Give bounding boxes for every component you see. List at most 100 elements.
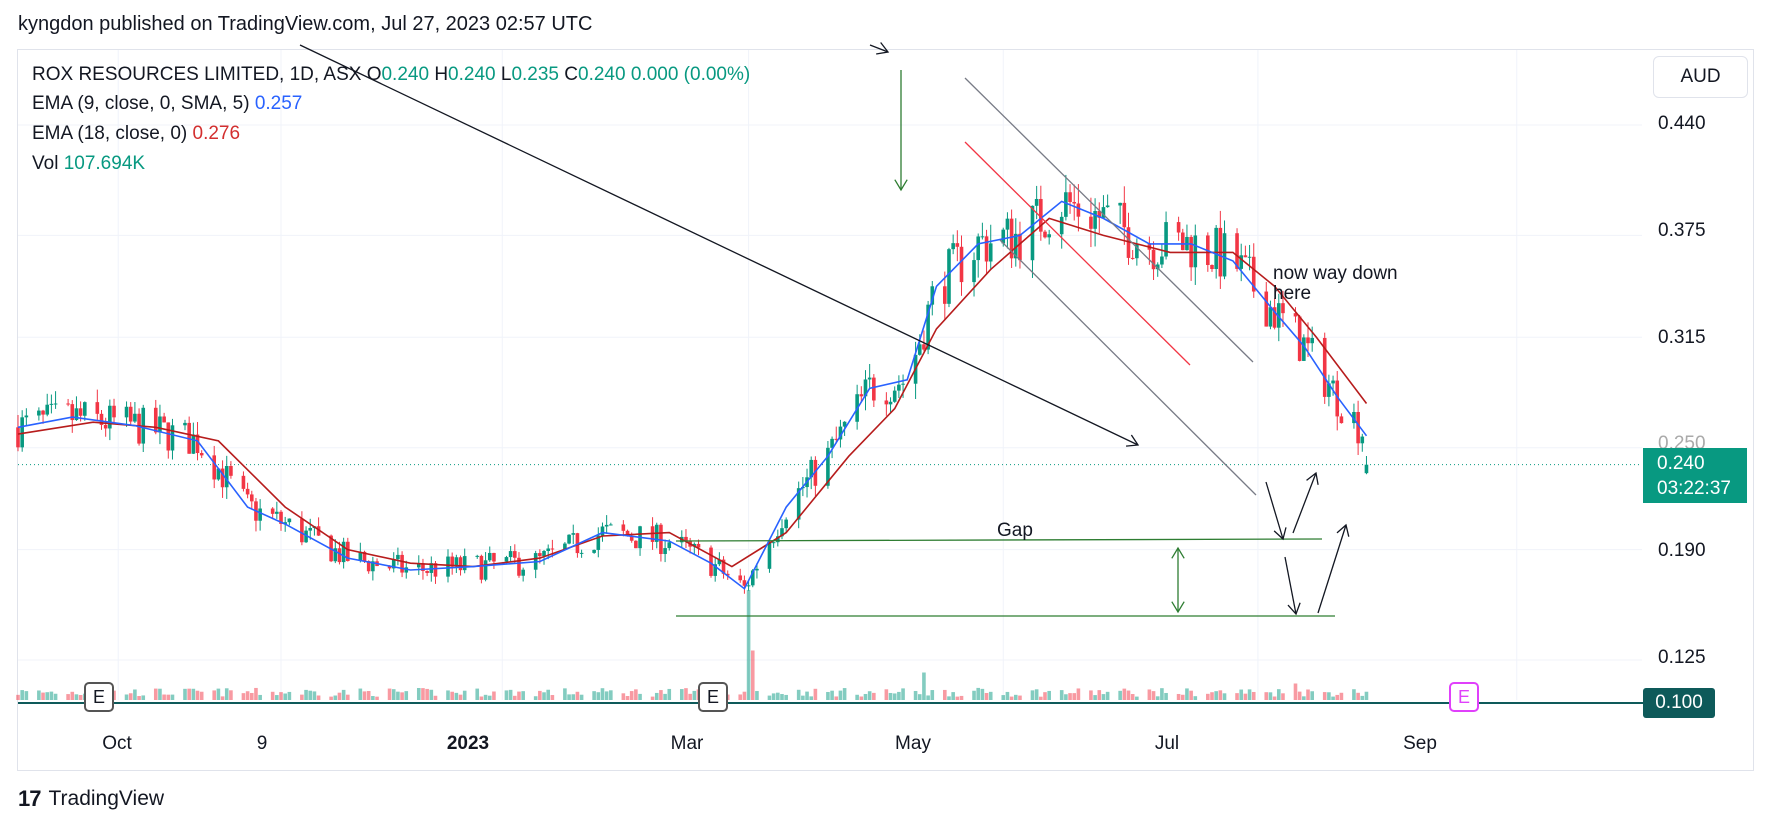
candle-body (283, 522, 287, 524)
volume-bar (1039, 696, 1043, 700)
volume-bar (780, 694, 784, 700)
volume-bar (738, 694, 743, 700)
volume-bar (884, 689, 889, 700)
candle-body (1272, 307, 1277, 328)
volume-bar (872, 692, 876, 700)
volume-bar (1059, 690, 1064, 700)
volume-bar (1327, 692, 1331, 700)
candle-body (750, 570, 755, 586)
tradingview-brand[interactable]: 17 TradingView (18, 786, 164, 812)
volume-bar (254, 687, 258, 700)
volume-bar (855, 694, 859, 700)
volume-bar (270, 691, 275, 700)
candle-body (1281, 303, 1285, 314)
candle-body (366, 561, 371, 572)
legend-ohlc[interactable]: ROX RESOURCES LIMITED, 1D, ASX O0.240 H0… (32, 64, 750, 86)
candles (16, 174, 1369, 594)
volume-bar (49, 691, 54, 700)
volume-bar (1281, 693, 1285, 700)
candle-body (1180, 232, 1185, 251)
candle-body (1306, 337, 1310, 344)
candle-body (867, 377, 872, 380)
candle-body (1059, 216, 1064, 235)
candle-body (1352, 411, 1356, 424)
volume-bar (124, 694, 129, 700)
bar-countdown: 03:22:37 (1657, 478, 1731, 499)
candle-body (721, 559, 726, 574)
candle-body (371, 561, 375, 572)
candle-body (1064, 192, 1068, 217)
channel-line (964, 77, 1254, 363)
volume-bar (1126, 690, 1131, 700)
volume-bar (329, 696, 333, 700)
volume-bar (809, 696, 814, 700)
future-earnings-badge[interactable]: E (1449, 682, 1479, 712)
candle-body (1013, 233, 1018, 259)
volume-bar (1268, 692, 1273, 700)
candle-body (362, 551, 367, 562)
legend-ema9[interactable]: EMA (9, close, 0, SMA, 5) 0.257 (32, 93, 302, 115)
candle-body (746, 585, 751, 587)
volume-bar (404, 691, 409, 700)
volume-bar (771, 693, 776, 700)
candle-body (1214, 227, 1218, 270)
candle-body (842, 421, 847, 427)
note-annotation[interactable]: now way down here (1273, 263, 1398, 304)
volume-bar (621, 693, 626, 700)
red-trend-line (964, 141, 1191, 366)
y-tick-label: 0.190 (1658, 540, 1706, 561)
volume-bar (433, 695, 438, 700)
candle-body (922, 344, 926, 350)
volume-bar (917, 694, 922, 700)
volume-bar (1193, 696, 1198, 700)
volume-bar (567, 694, 571, 700)
arrow-head (1306, 471, 1319, 485)
earnings-badge[interactable]: E (84, 682, 114, 712)
volume-bar (1210, 692, 1214, 700)
candle-body (504, 557, 509, 562)
candle-body (1335, 380, 1340, 417)
volume-bar (462, 690, 467, 700)
candle-body (1239, 255, 1244, 269)
legend-volume[interactable]: Vol 107.694K (32, 153, 145, 175)
volume-bar (813, 688, 818, 700)
candle-body (980, 236, 985, 238)
volume-bar (316, 695, 321, 700)
volume-bar (504, 690, 509, 700)
volume-bar (634, 689, 638, 700)
volume-bar (1043, 692, 1047, 700)
volume-bar (922, 672, 926, 700)
volume-bars (16, 590, 1715, 704)
candle-body (95, 402, 100, 414)
legend-symbol: ROX RESOURCES LIMITED, 1D, ASX (32, 64, 362, 85)
candle-body (74, 408, 79, 421)
x-tick-label: 2023 (446, 733, 490, 754)
candle-body (487, 552, 492, 561)
candle-body (1068, 192, 1072, 203)
legend-ema18[interactable]: EMA (18, close, 0) 0.276 (32, 123, 240, 145)
volume-bar (1093, 695, 1097, 700)
candle-body (1009, 218, 1014, 259)
volume-bar (1356, 692, 1360, 700)
candle-body (742, 580, 747, 586)
volume-bar (863, 693, 868, 700)
y-tick-label: 0.440 (1658, 113, 1706, 134)
candle-body (308, 527, 313, 531)
earnings-badge[interactable]: E (698, 682, 728, 712)
candle-body (99, 413, 104, 425)
candle-body (1339, 416, 1344, 424)
gap-annotation[interactable]: Gap (997, 520, 1033, 541)
arrow-head (1171, 601, 1185, 614)
volume-bar (337, 692, 342, 700)
projection-arrow (1265, 481, 1284, 540)
projection-arrow (1317, 524, 1347, 614)
volume-bar (1155, 696, 1160, 700)
candle-body (634, 540, 638, 549)
currency-button[interactable]: AUD (1653, 56, 1748, 98)
volume-bar (951, 692, 955, 700)
volume-bar (479, 696, 484, 700)
volume-bar (24, 691, 29, 700)
volume-bar (400, 692, 404, 700)
legend-high: 0.240 (448, 64, 496, 85)
